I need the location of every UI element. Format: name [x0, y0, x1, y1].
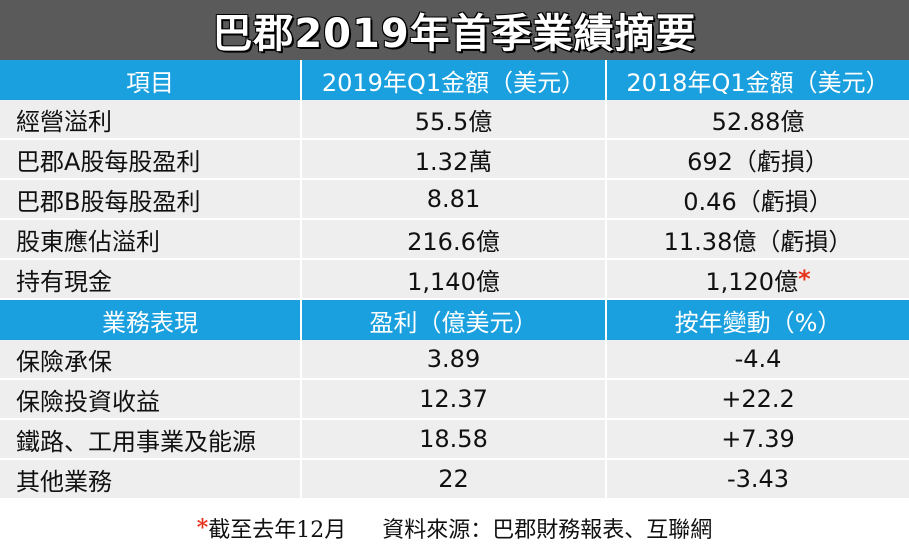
row-label: 持有現金	[16, 267, 112, 296]
row-profit: 22	[300, 460, 605, 498]
row-label: 保險投資收益	[16, 387, 160, 416]
row-change: -4.4	[605, 340, 909, 378]
table1-header-row: 項目 2019年Q1金額（美元） 2018年Q1金額（美元）	[0, 60, 909, 100]
row-change: +7.39	[605, 420, 909, 458]
row-2019-value: 55.5億	[300, 100, 605, 138]
row-label: 巴郡B股每股盈利	[16, 187, 201, 216]
table-row: 巴郡A股每股盈利 1.32萬 692（虧損）	[0, 140, 909, 180]
table-row: 保險投資收益 12.37 +22.2	[0, 380, 909, 420]
row-2018-value: 0.46（虧損）	[605, 180, 909, 218]
header-2019-q1: 2019年Q1金額（美元）	[300, 60, 605, 100]
header-business: 業務表現	[102, 308, 198, 337]
row-2018-value: 11.38億（虧損）	[605, 220, 909, 258]
row-2018-value: 1,120億 *	[605, 260, 909, 298]
header-profit: 盈利（億美元）	[300, 300, 605, 340]
footnote-text: 截至去年12月	[208, 517, 347, 543]
row-2019-value: 216.6億	[300, 220, 605, 258]
title-banner: 巴郡2019年首季業績摘要	[0, 0, 909, 60]
table-row: 巴郡B股每股盈利 8.81 0.46（虧損）	[0, 180, 909, 220]
row-profit: 3.89	[300, 340, 605, 378]
row-change: +22.2	[605, 380, 909, 418]
footer-note: * 截至去年12月 資料來源：巴郡財務報表、互聯網	[0, 505, 909, 550]
row-label: 鐵路、工用事業及能源	[16, 427, 256, 456]
source-text: 資料來源：巴郡財務報表、互聯網	[382, 517, 713, 543]
header-yoy-change: 按年變動（%）	[605, 300, 909, 340]
row-2018-value: 692（虧損）	[605, 140, 909, 178]
table-row: 股東應佔溢利 216.6億 11.38億（虧損）	[0, 220, 909, 260]
header-item: 項目	[126, 68, 174, 97]
table-row: 持有現金 1,140億 1,120億 *	[0, 260, 909, 300]
row-2019-value: 1,140億	[300, 260, 605, 298]
table-row: 保險承保 3.89 -4.4	[0, 340, 909, 380]
page-title: 巴郡2019年首季業績摘要	[212, 11, 697, 57]
row-profit: 18.58	[300, 420, 605, 458]
table-row: 其他業務 22 -3.43	[0, 460, 909, 500]
table2-header-row: 業務表現 盈利（億美元） 按年變動（%）	[0, 300, 909, 340]
row-label: 保險承保	[16, 347, 112, 376]
asterisk-mark: *	[798, 265, 811, 293]
footer-asterisk: *	[196, 514, 209, 541]
table-row: 經營溢利 55.5億 52.88億	[0, 100, 909, 140]
row-2018-value: 52.88億	[605, 100, 909, 138]
row-label: 巴郡A股每股盈利	[16, 147, 201, 176]
row-profit: 12.37	[300, 380, 605, 418]
table-row: 鐵路、工用事業及能源 18.58 +7.39	[0, 420, 909, 460]
row-label: 其他業務	[16, 467, 112, 496]
row-2019-value: 1.32萬	[300, 140, 605, 178]
row-label: 經營溢利	[16, 107, 112, 136]
row-2019-value: 8.81	[300, 180, 605, 218]
row-change: -3.43	[605, 460, 909, 498]
header-2018-q1: 2018年Q1金額（美元）	[605, 60, 909, 100]
cash-2018-value: 1,120億	[705, 267, 799, 296]
row-label: 股東應佔溢利	[16, 227, 160, 256]
